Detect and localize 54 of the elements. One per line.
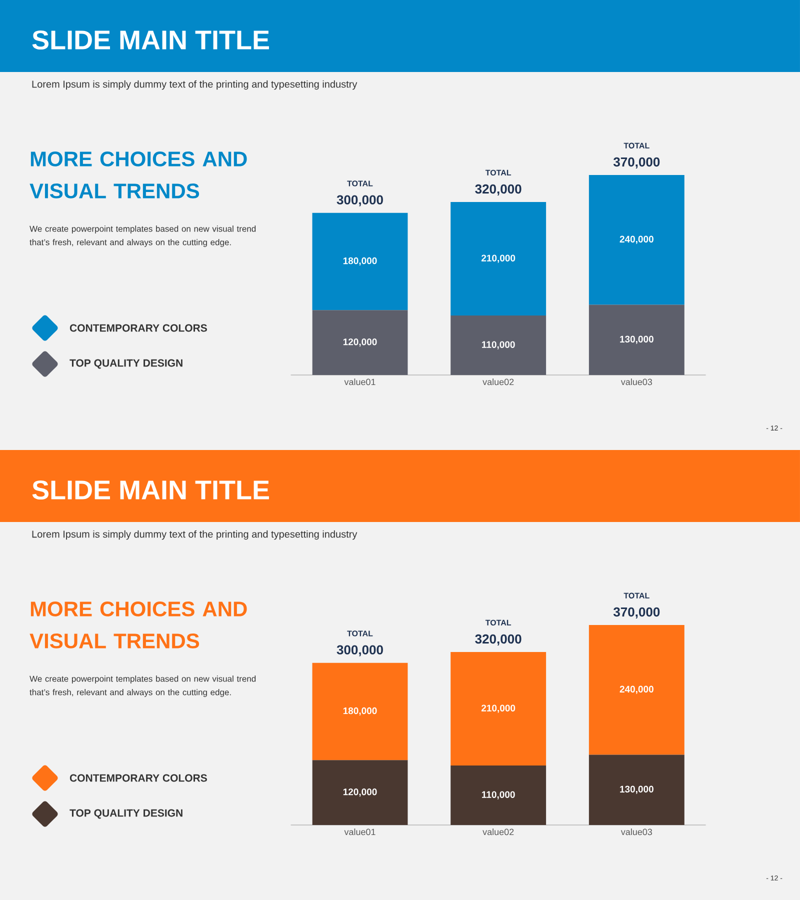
data-label: 240,000 — [620, 686, 654, 694]
x-tick-label: value03 — [620, 378, 652, 386]
text: We create powerpoint templates based on new visual trend that’s fresh, relevant and always on the cutting edge. — [30, 226, 256, 247]
data-label: 110,000 — [482, 341, 515, 350]
annotation: TOTAL — [347, 630, 373, 636]
text: TOTAL — [624, 142, 650, 148]
data-label: 210,000 — [481, 704, 516, 713]
text: Lorem Ipsum is simply dummy text of the printing and typesetting industry — [32, 530, 358, 540]
data-label: 240,000 — [620, 236, 654, 244]
annotation: TOTAL — [485, 620, 512, 626]
text: MORE CHOICES AND VISUAL TRENDS — [30, 602, 247, 648]
annotation: TOTAL — [485, 170, 512, 176]
data-label: 180,000 — [343, 707, 377, 716]
bar — [450, 766, 546, 825]
chart-title: SLIDE MAIN TITLE — [32, 480, 269, 500]
bar — [450, 202, 546, 316]
text: TOTAL — [624, 592, 650, 598]
total-label: 300,000 — [336, 195, 383, 206]
text: MORE CHOICES AND VISUAL TRENDS — [30, 152, 247, 198]
bar — [588, 304, 684, 375]
x-tick-label: value01 — [344, 378, 376, 386]
data-label: 210,000 — [481, 254, 516, 263]
x-tick-label: value01 — [344, 828, 376, 836]
data-label: 130,000 — [620, 786, 654, 794]
total-label: 370,000 — [613, 157, 660, 168]
x-tick-label: value03 — [620, 828, 652, 836]
bar — [588, 624, 684, 755]
legend-label: CONTEMPORARY COLORS — [70, 324, 207, 332]
bar — [588, 174, 684, 305]
total-label: 300,000 — [336, 645, 383, 656]
legend-label: CONTEMPORARY COLORS — [70, 774, 207, 782]
x-tick-label: value02 — [482, 828, 514, 836]
x-tick-label: value02 — [482, 378, 514, 386]
text: Lorem Ipsum is simply dummy text of the printing and typesetting industry — [32, 80, 358, 90]
legend-label: TOP QUALITY DESIGN — [70, 359, 182, 369]
total-label: 320,000 — [475, 634, 522, 646]
bar — [312, 760, 408, 825]
bar — [588, 754, 684, 825]
data-label: 120,000 — [343, 338, 377, 347]
legend-label: TOP QUALITY DESIGN — [70, 809, 182, 819]
data-label: 180,000 — [343, 257, 377, 266]
data-label: 130,000 — [620, 336, 654, 344]
text: We create powerpoint templates based on new visual trend that’s fresh, relevant and always on the cutting edge. — [30, 676, 256, 697]
data-label: 110,000 — [482, 791, 515, 800]
bar — [450, 316, 546, 375]
bar — [312, 212, 408, 310]
total-label: 320,000 — [475, 184, 522, 196]
bar — [312, 662, 408, 760]
bar — [450, 652, 546, 766]
data-label: 120,000 — [343, 788, 377, 797]
chart-title: SLIDE MAIN TITLE — [32, 30, 269, 50]
total-label: 370,000 — [613, 607, 660, 618]
annotation: TOTAL — [347, 180, 373, 186]
bar — [312, 310, 408, 375]
